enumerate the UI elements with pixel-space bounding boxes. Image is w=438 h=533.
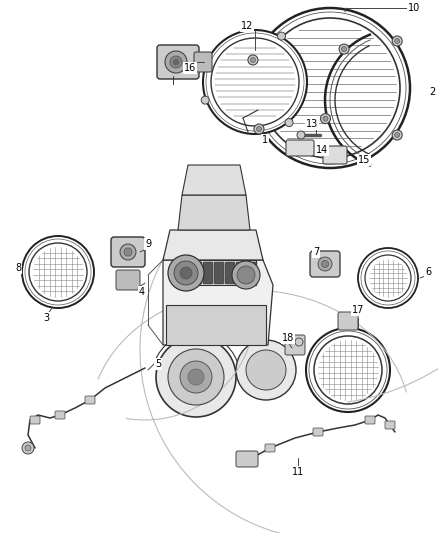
- Text: 2: 2: [429, 87, 435, 97]
- Circle shape: [248, 55, 258, 65]
- Circle shape: [170, 56, 182, 68]
- Polygon shape: [163, 230, 263, 260]
- Text: 10: 10: [408, 3, 420, 13]
- Circle shape: [278, 32, 286, 40]
- Circle shape: [203, 30, 307, 134]
- FancyBboxPatch shape: [247, 262, 257, 284]
- Circle shape: [254, 124, 264, 134]
- Circle shape: [318, 257, 332, 271]
- Circle shape: [262, 20, 398, 156]
- Circle shape: [292, 145, 298, 151]
- Text: 8: 8: [15, 263, 21, 273]
- Circle shape: [297, 131, 305, 139]
- FancyBboxPatch shape: [225, 262, 235, 284]
- Circle shape: [168, 349, 224, 405]
- FancyBboxPatch shape: [236, 451, 258, 467]
- FancyBboxPatch shape: [323, 146, 347, 164]
- Polygon shape: [178, 195, 250, 230]
- FancyBboxPatch shape: [85, 396, 95, 404]
- FancyBboxPatch shape: [265, 444, 275, 452]
- Text: 9: 9: [145, 239, 151, 249]
- Circle shape: [336, 152, 342, 158]
- FancyBboxPatch shape: [313, 428, 323, 436]
- Circle shape: [168, 255, 204, 291]
- Text: 18: 18: [282, 333, 294, 343]
- Text: 17: 17: [352, 305, 364, 315]
- Circle shape: [201, 96, 209, 104]
- Circle shape: [306, 328, 390, 412]
- Circle shape: [236, 340, 296, 400]
- FancyBboxPatch shape: [310, 251, 340, 277]
- Circle shape: [188, 369, 204, 385]
- FancyBboxPatch shape: [181, 262, 191, 284]
- Circle shape: [25, 445, 31, 451]
- Text: 12: 12: [241, 21, 253, 31]
- FancyBboxPatch shape: [30, 416, 40, 424]
- FancyBboxPatch shape: [55, 411, 65, 419]
- Polygon shape: [178, 260, 256, 285]
- FancyBboxPatch shape: [194, 52, 212, 72]
- Polygon shape: [163, 260, 273, 345]
- Circle shape: [22, 236, 94, 308]
- FancyBboxPatch shape: [286, 140, 314, 156]
- Text: 1: 1: [262, 135, 268, 145]
- FancyBboxPatch shape: [365, 416, 375, 424]
- Circle shape: [213, 40, 297, 124]
- Circle shape: [180, 361, 212, 393]
- Circle shape: [237, 266, 255, 284]
- Circle shape: [358, 248, 418, 308]
- Text: 5: 5: [155, 359, 161, 369]
- Text: 14: 14: [316, 145, 328, 155]
- Text: 11: 11: [292, 467, 304, 477]
- FancyBboxPatch shape: [285, 335, 305, 355]
- FancyBboxPatch shape: [116, 270, 140, 290]
- Circle shape: [392, 130, 402, 140]
- Circle shape: [120, 244, 136, 260]
- Polygon shape: [182, 165, 246, 195]
- Circle shape: [165, 51, 187, 73]
- Circle shape: [392, 36, 402, 46]
- Text: 4: 4: [139, 287, 145, 297]
- FancyBboxPatch shape: [192, 262, 202, 284]
- Text: 6: 6: [425, 267, 431, 277]
- Text: 3: 3: [43, 313, 49, 323]
- Circle shape: [180, 267, 192, 279]
- Circle shape: [367, 257, 409, 299]
- FancyBboxPatch shape: [157, 45, 199, 79]
- Circle shape: [156, 337, 236, 417]
- Text: 16: 16: [184, 63, 196, 73]
- FancyBboxPatch shape: [236, 262, 246, 284]
- Text: 13: 13: [306, 119, 318, 129]
- Circle shape: [246, 350, 286, 390]
- FancyBboxPatch shape: [385, 421, 395, 429]
- Text: 15: 15: [358, 155, 370, 165]
- FancyBboxPatch shape: [214, 262, 224, 284]
- Circle shape: [232, 261, 260, 289]
- Text: 7: 7: [313, 247, 319, 257]
- Circle shape: [251, 58, 255, 62]
- FancyBboxPatch shape: [111, 237, 145, 267]
- Circle shape: [124, 248, 132, 256]
- Circle shape: [395, 133, 399, 138]
- Circle shape: [173, 59, 179, 65]
- Circle shape: [323, 116, 328, 121]
- Circle shape: [321, 261, 328, 268]
- FancyBboxPatch shape: [203, 262, 213, 284]
- Circle shape: [395, 38, 399, 44]
- Circle shape: [174, 261, 198, 285]
- Circle shape: [285, 119, 293, 127]
- Circle shape: [257, 126, 261, 132]
- Circle shape: [339, 44, 349, 54]
- Circle shape: [342, 46, 346, 52]
- Circle shape: [31, 245, 85, 299]
- Circle shape: [22, 442, 34, 454]
- Polygon shape: [166, 305, 266, 345]
- Circle shape: [316, 338, 380, 402]
- Circle shape: [250, 8, 410, 168]
- Circle shape: [321, 114, 330, 124]
- FancyBboxPatch shape: [338, 312, 358, 330]
